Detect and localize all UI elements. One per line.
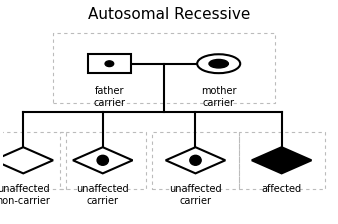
Polygon shape	[0, 147, 53, 173]
Polygon shape	[252, 147, 311, 173]
Text: father
carrier: father carrier	[93, 86, 125, 108]
Ellipse shape	[97, 155, 108, 165]
Text: mother
carrier: mother carrier	[201, 86, 237, 108]
Ellipse shape	[105, 61, 114, 67]
Text: unaffected
carrier: unaffected carrier	[76, 184, 129, 206]
Text: Autosomal Recessive: Autosomal Recessive	[88, 7, 250, 22]
Polygon shape	[88, 54, 131, 73]
Ellipse shape	[209, 59, 228, 68]
Ellipse shape	[190, 155, 201, 165]
Polygon shape	[73, 147, 132, 173]
Text: unaffected
carrier: unaffected carrier	[169, 184, 222, 206]
Text: affected: affected	[262, 184, 302, 194]
Polygon shape	[166, 147, 225, 173]
Text: unaffected
non-carrier: unaffected non-carrier	[0, 184, 50, 206]
Ellipse shape	[197, 54, 240, 73]
